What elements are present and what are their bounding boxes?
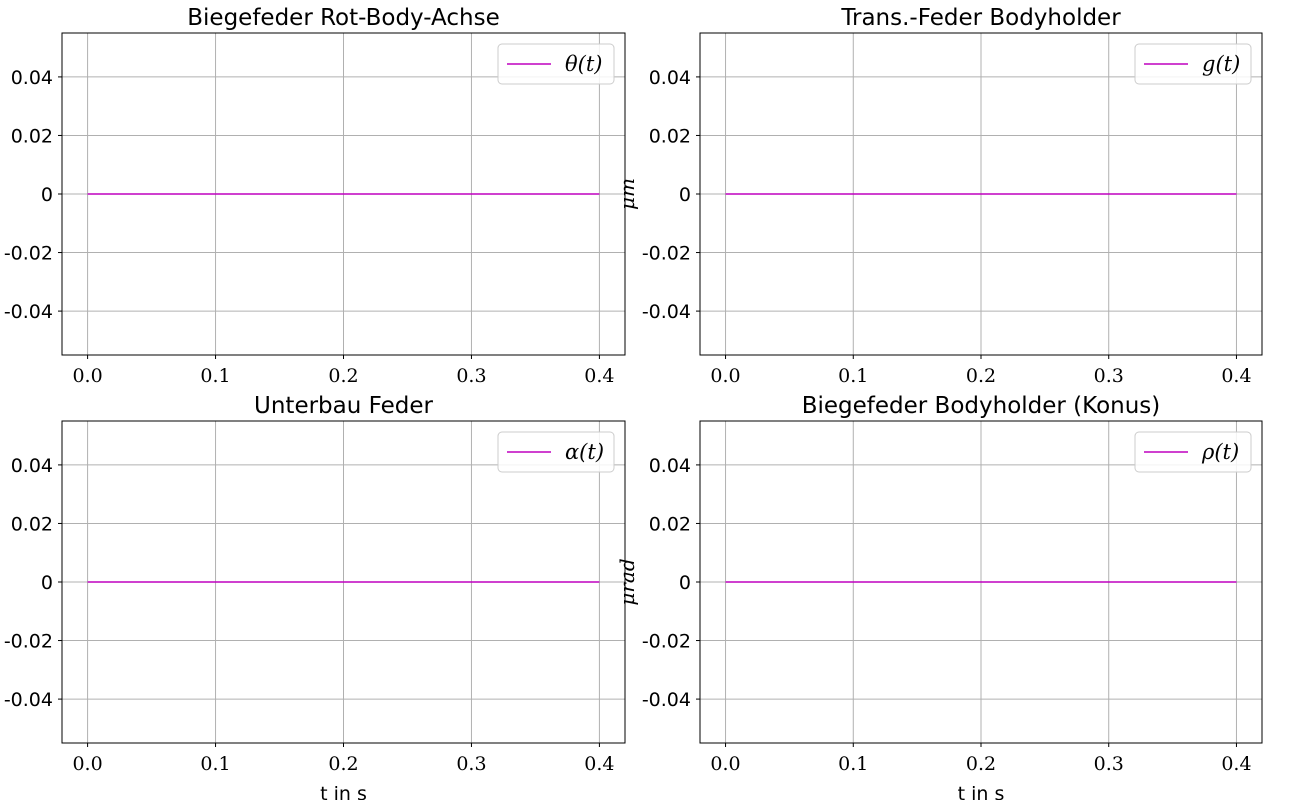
x-axis-label: t in s: [958, 783, 1005, 800]
x-tick-label: 0.4: [584, 365, 614, 387]
y-tick-label: 0.02: [11, 513, 53, 535]
x-tick-label: 0.3: [1094, 365, 1124, 387]
y-tick-label: 0.04: [11, 67, 53, 89]
y-tick-label: 0.04: [649, 455, 691, 477]
x-tick-label: 0.1: [838, 365, 868, 387]
x-tick-label: 0.2: [328, 753, 358, 775]
y-tick-label: -0.04: [4, 301, 53, 323]
x-tick-label: 0.2: [328, 365, 358, 387]
y-tick-label: -0.02: [4, 631, 53, 653]
chart-title: Trans.-Feder Bodyholder: [840, 5, 1121, 31]
chart-title: Unterbau Feder: [254, 393, 433, 419]
legend-label: θ(t): [565, 52, 602, 76]
y-tick-label: -0.02: [4, 243, 53, 265]
chart-panel-2: 0.0 0.1 0.2 0.3 0.4 -0.04 -0.02 0 0.02 0.04 Trans.…: [615, 5, 1263, 387]
y-tick-label: 0: [679, 184, 691, 206]
x-tick-label: 0.0: [72, 753, 102, 775]
chart-title: Biegefeder Rot-Body-Achse: [187, 5, 500, 31]
x-tick-label: 0.0: [710, 365, 740, 387]
x-tick-label: 0.2: [966, 365, 996, 387]
x-tick-label: 0.1: [200, 365, 230, 387]
x-tick-label: 0.4: [1221, 365, 1251, 387]
x-tick-label: 0.1: [200, 753, 230, 775]
y-tick-label: -0.02: [642, 243, 691, 265]
y-tick-label: 0.04: [649, 67, 691, 89]
chart-panel-3: 0.0 0.1 0.2 0.3 0.4 -0.04 -0.02 0 0.02 0.04 Unterb…: [4, 393, 626, 800]
x-tick-label: 0.3: [1094, 753, 1124, 775]
x-tick-label: 0.4: [584, 753, 614, 775]
axes-frame: [699, 420, 1263, 744]
y-tick-label: -0.02: [642, 631, 691, 653]
legend-box: [1134, 43, 1252, 85]
axes-frame: [61, 420, 626, 744]
y-tick-label: 0.04: [11, 455, 53, 477]
legend-label: g(t): [1202, 52, 1240, 76]
y-tick-label: 0.02: [11, 125, 53, 147]
y-tick-label: 0.02: [649, 125, 691, 147]
chart-panel-1: 0.0 0.1 0.2 0.3 0.4 -0.04 -0.02 0 0.02 0.04 Biegef…: [4, 5, 626, 387]
legend: θ(t): [497, 43, 615, 85]
legend-label: α(t): [565, 440, 604, 464]
y-axis-label: μm: [615, 178, 639, 210]
legend: ρ(t): [1134, 431, 1252, 473]
y-tick-label: -0.04: [642, 301, 691, 323]
x-tick-label: 0.3: [456, 365, 486, 387]
legend: α(t): [497, 431, 615, 473]
axes-frame: [61, 32, 626, 356]
x-tick-label: 0.4: [1221, 753, 1251, 775]
y-tick-label: -0.04: [642, 689, 691, 711]
y-tick-label: 0.02: [649, 513, 691, 535]
x-axis-label: t in s: [320, 783, 367, 800]
y-tick-label: 0: [41, 572, 53, 594]
y-tick-label: 0: [679, 572, 691, 594]
axes-frame: [699, 32, 1263, 356]
x-tick-label: 0.1: [838, 753, 868, 775]
chart-title: Biegefeder Bodyholder (Konus): [802, 393, 1161, 419]
y-tick-label: 0: [41, 184, 53, 206]
x-tick-label: 0.0: [710, 753, 740, 775]
legend-box: [497, 431, 615, 473]
x-tick-label: 0.2: [966, 753, 996, 775]
legend-label: ρ(t): [1201, 440, 1239, 464]
legend-box: [497, 43, 615, 85]
x-tick-label: 0.0: [72, 365, 102, 387]
y-tick-label: -0.04: [4, 689, 53, 711]
x-tick-label: 0.3: [456, 753, 486, 775]
legend: g(t): [1134, 43, 1252, 85]
y-axis-label: μrad: [615, 558, 639, 605]
legend-box: [1134, 431, 1252, 473]
chart-panel-4: 0.0 0.1 0.2 0.3 0.4 -0.04 -0.02 0 0.02 0.04 Biegef…: [615, 393, 1263, 800]
